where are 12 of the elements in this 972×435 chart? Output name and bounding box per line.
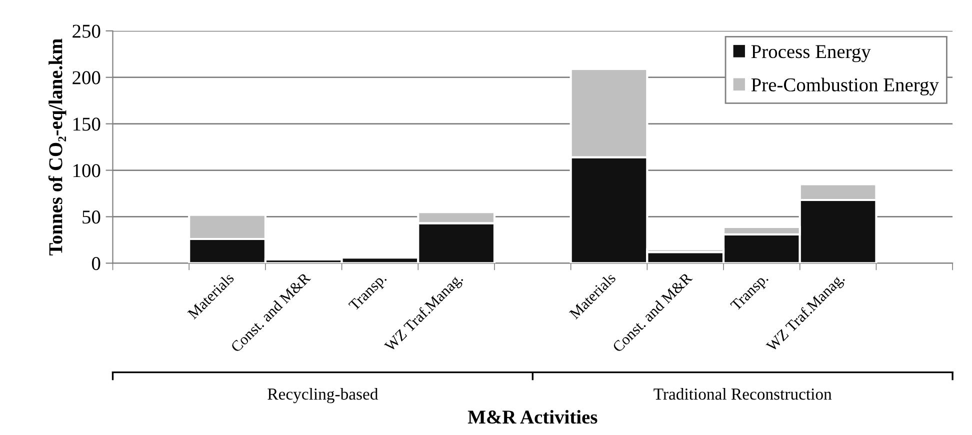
y-tick-label: 150: [73, 118, 100, 131]
y-tick-label: 250: [72, 24, 100, 38]
y-tick-label: 0: [92, 256, 100, 270]
legend-label: Process Energy: [751, 45, 871, 62]
text: Traditional Reconstruction: [654, 388, 832, 400]
y-tick-label: 50: [82, 210, 100, 224]
y-axis-title: Tonnes of CO₂-eq/lane.km: [48, 38, 66, 256]
legend-label: Pre-Combustion Energy: [751, 78, 939, 96]
y-tick-label: 100: [73, 164, 100, 178]
text: Recycling-based: [268, 388, 378, 404]
x-axis-title: M&R Activities: [468, 410, 598, 424]
y-tick-label: 200: [72, 71, 100, 84]
